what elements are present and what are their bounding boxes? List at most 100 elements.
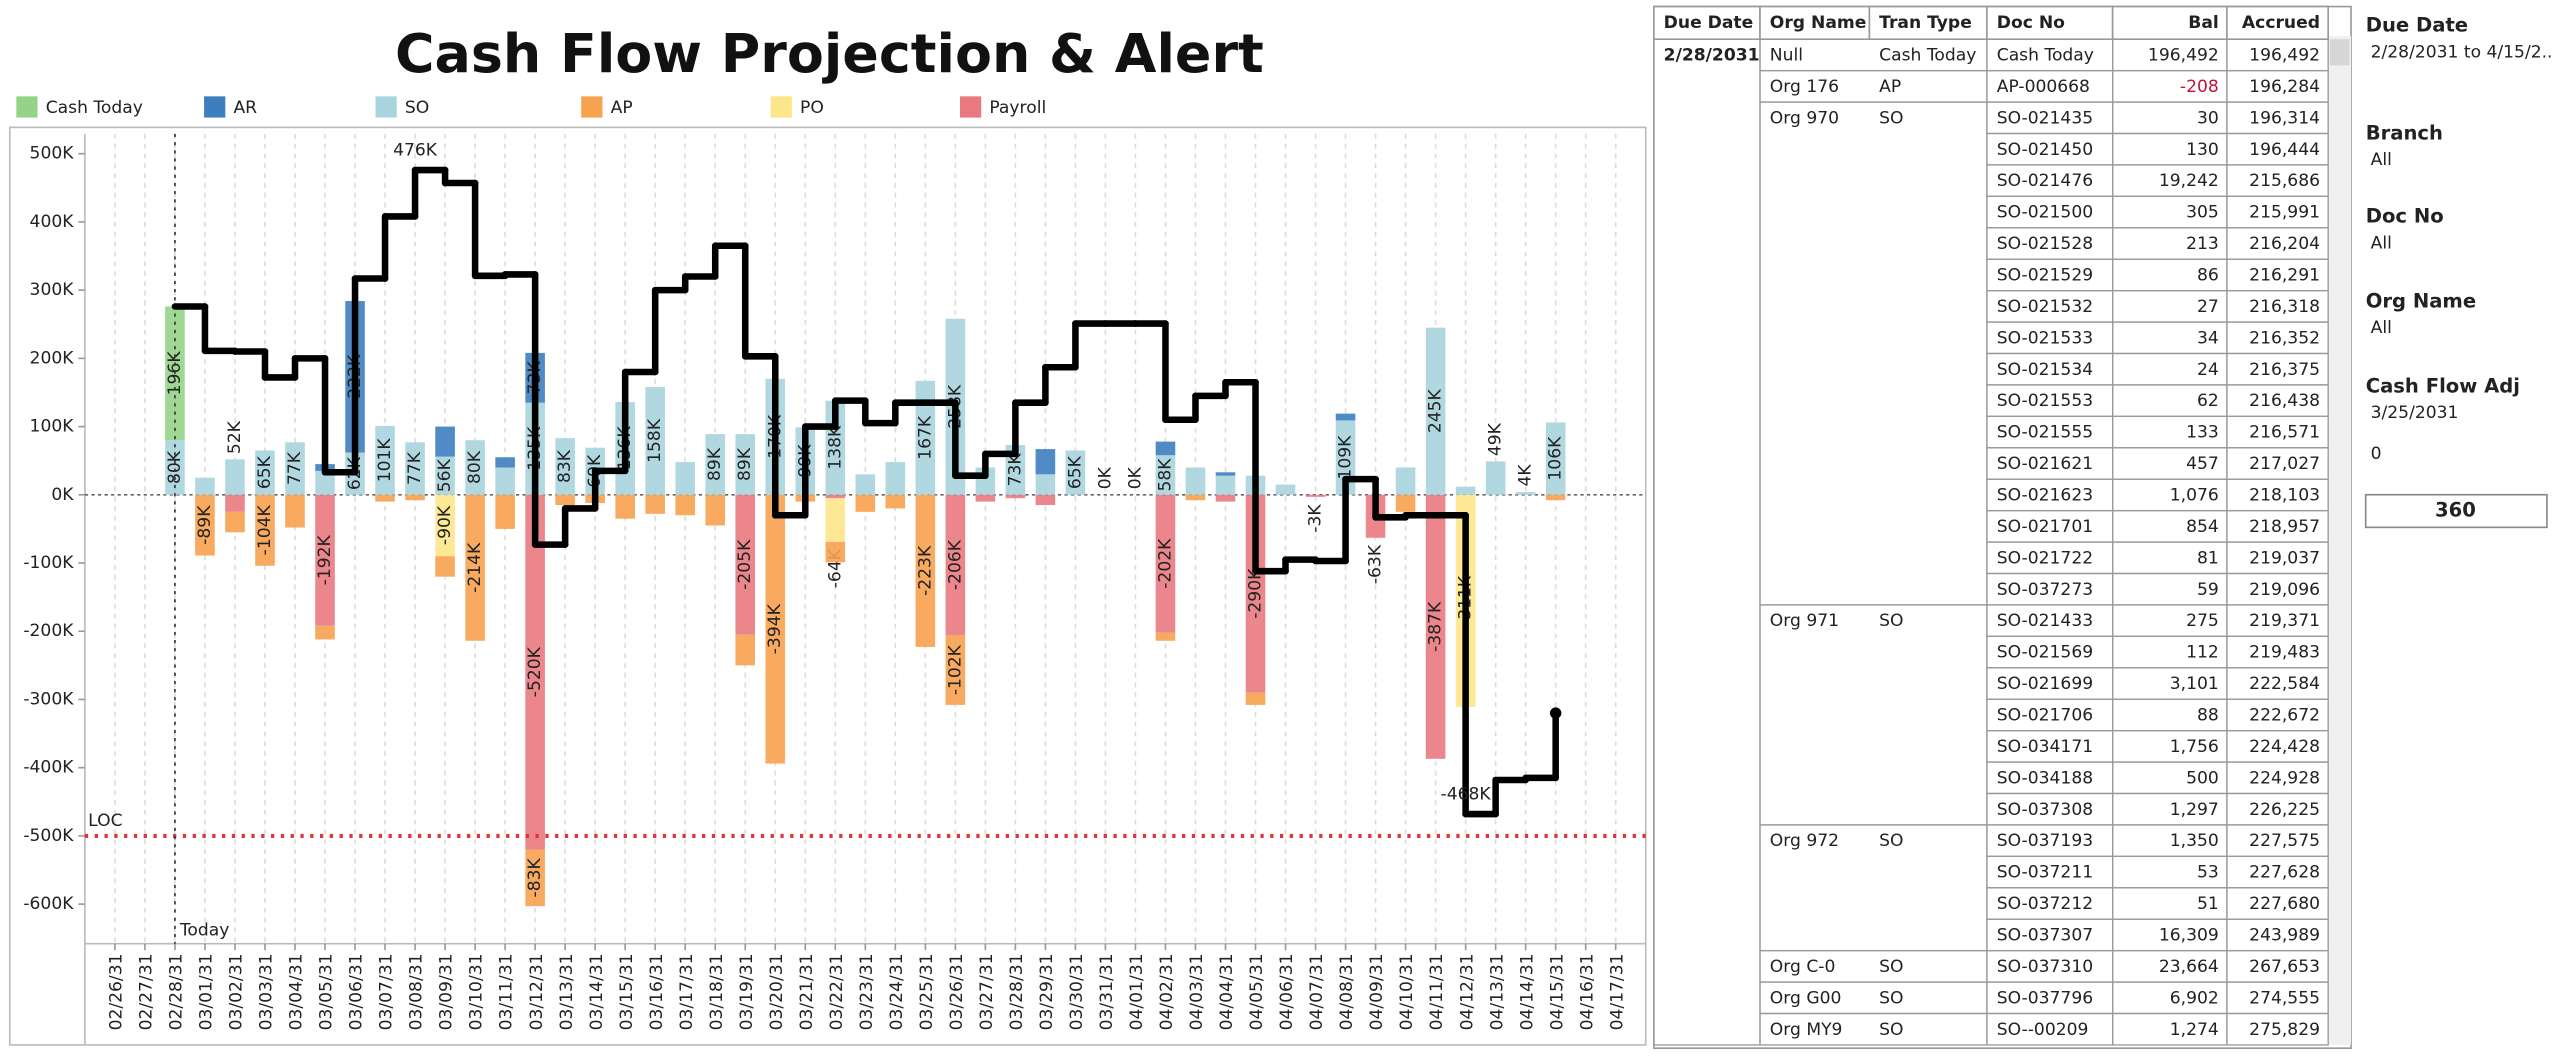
- bar-segment: [945, 494, 966, 636]
- value-label: 167K: [915, 415, 935, 460]
- bar-segment: [1155, 441, 1176, 456]
- y-tick-label: -500K: [23, 826, 74, 846]
- table-cell: 196,492: [2148, 46, 2219, 66]
- table-cell: SO--00209: [1997, 1020, 2089, 1040]
- x-tick-label: 02/28/31: [167, 953, 187, 1030]
- bar-segment: [285, 494, 305, 528]
- table-cell: SO-021528: [1997, 234, 2093, 254]
- table-cell: 112: [2186, 643, 2219, 663]
- bar-segment: [735, 634, 756, 666]
- table-cell: 224,928: [2249, 768, 2320, 788]
- table-cell: SO-037796: [1997, 988, 2093, 1008]
- table-cell: SO-021435: [1997, 108, 2093, 128]
- filter-value[interactable]: 2/28/2031 to 4/15/2..: [2371, 42, 2553, 62]
- scrollbar[interactable]: [2328, 35, 2352, 1045]
- bar-segment: [1245, 494, 1266, 693]
- table-cell: Org G00: [1770, 988, 1842, 1008]
- bar-segment: [495, 457, 515, 468]
- table-cell: 59: [2197, 580, 2219, 600]
- bar-segment: [525, 494, 545, 850]
- table-cell: 30: [2197, 108, 2219, 128]
- value-label: 58K: [1155, 458, 1175, 492]
- value-label: 80K: [165, 450, 185, 484]
- x-tick-label: 03/30/31: [1067, 953, 1087, 1030]
- bar-segment: [165, 440, 185, 495]
- bar-segment: [405, 442, 425, 495]
- table-cell: Org 972: [1770, 831, 1839, 851]
- filter-value[interactable]: All: [2371, 318, 2392, 338]
- table-cell: 6,902: [2170, 988, 2219, 1008]
- table-cell: SO: [1879, 831, 1903, 851]
- x-tick-label: 03/10/31: [467, 953, 487, 1030]
- bar-segment: [825, 498, 846, 542]
- table-cell: SO-021706: [1997, 706, 2093, 726]
- table-cell: 3,101: [2170, 674, 2219, 694]
- table-cell: 217,027: [2249, 454, 2320, 474]
- table-cell: 227,628: [2249, 863, 2320, 883]
- bar-segment: [375, 494, 395, 502]
- table-cell: SO-021433: [1997, 611, 2093, 631]
- table-cell: SO-021699: [1997, 674, 2093, 694]
- bar-segment: [1305, 494, 1326, 497]
- table-cell: 274,555: [2249, 988, 2320, 1008]
- bar-segment: [705, 434, 726, 495]
- bar-segment: [615, 494, 635, 519]
- value-label: 65K: [255, 455, 275, 489]
- table-header: Org Name: [1770, 13, 1867, 33]
- table-cell: SO-037307: [1997, 926, 2093, 946]
- table-cell: 854: [2186, 517, 2219, 537]
- value-label: 101K: [375, 438, 395, 483]
- table-cell: 86: [2197, 266, 2219, 286]
- table-cell: 275: [2186, 611, 2219, 631]
- filter-value[interactable]: 3/25/2031: [2371, 403, 2459, 423]
- y-tick-label: -200K: [23, 621, 74, 641]
- x-tick-label: 04/16/31: [1577, 953, 1597, 1030]
- table-cell: SO-021623: [1997, 486, 2093, 506]
- table-cell: 243,989: [2249, 926, 2320, 946]
- scrollbar-thumb[interactable]: [2329, 39, 2350, 66]
- value-label: -192K: [315, 534, 335, 585]
- filter-title: Cash Flow Adj: [2366, 374, 2520, 397]
- table-cell: 19,242: [2159, 171, 2219, 191]
- legend-swatch: [581, 96, 603, 118]
- x-tick-label: 03/15/31: [617, 953, 637, 1030]
- bar-segment: [1215, 494, 1236, 502]
- table-cell: 305: [2186, 203, 2219, 223]
- table-cell: 53: [2197, 863, 2219, 883]
- value-label: 245K: [1426, 388, 1446, 433]
- value-label: 89K: [735, 447, 755, 481]
- bar-segment: [1155, 455, 1176, 495]
- table-cell: SO-021500: [1997, 203, 2093, 223]
- x-tick-label: 04/17/31: [1607, 953, 1627, 1030]
- table-cell: 216,571: [2249, 423, 2320, 443]
- table-cell: 16,309: [2159, 926, 2219, 946]
- table-cell: 218,103: [2249, 486, 2320, 506]
- table-cell: 23,664: [2159, 957, 2219, 977]
- table-cell: 500: [2186, 768, 2219, 788]
- adjustment-amount[interactable]: 0: [2371, 444, 2382, 464]
- x-tick-label: 03/12/31: [527, 953, 547, 1030]
- table-header: Bal: [2188, 13, 2218, 33]
- x-tick-label: 03/20/31: [767, 953, 787, 1030]
- filter-value[interactable]: All: [2371, 150, 2392, 170]
- adjustment-box: [2364, 493, 2548, 529]
- table-cell: SO-037273: [1997, 580, 2093, 600]
- bar-segment: [1005, 494, 1026, 499]
- x-tick-label: 02/26/31: [107, 953, 127, 1030]
- bar-segment: [1395, 494, 1416, 512]
- table-cell: 213: [2186, 234, 2219, 254]
- table-cell: SO-037193: [1997, 831, 2093, 851]
- table-cell: 196,492: [2249, 46, 2320, 66]
- bar-segment: [915, 494, 936, 647]
- bar-segment: [405, 494, 425, 501]
- value-label: -102K: [945, 644, 965, 695]
- filter-value[interactable]: All: [2371, 233, 2392, 253]
- value-label: 158K: [645, 418, 665, 463]
- table-cell: 34: [2197, 328, 2219, 348]
- value-label: 138K: [825, 425, 845, 470]
- legend-label: SO: [405, 98, 429, 118]
- legend-label: AP: [611, 98, 633, 118]
- value-label: -520K: [525, 646, 545, 697]
- table-cell-box: [2226, 1012, 2329, 1046]
- bar-segment: [555, 494, 575, 506]
